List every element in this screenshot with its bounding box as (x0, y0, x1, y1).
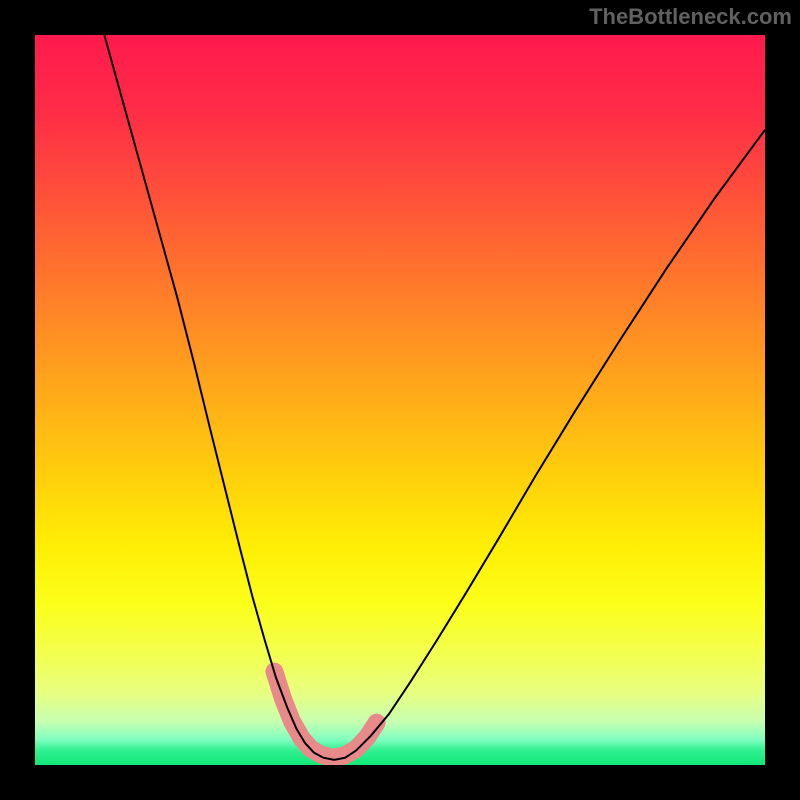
left-curve (104, 35, 334, 760)
right-curve (334, 130, 765, 760)
watermark-text: TheBottleneck.com (589, 4, 792, 30)
curve-overlay (35, 35, 765, 765)
plot-area (35, 35, 765, 765)
chart-container: TheBottleneck.com (0, 0, 800, 800)
